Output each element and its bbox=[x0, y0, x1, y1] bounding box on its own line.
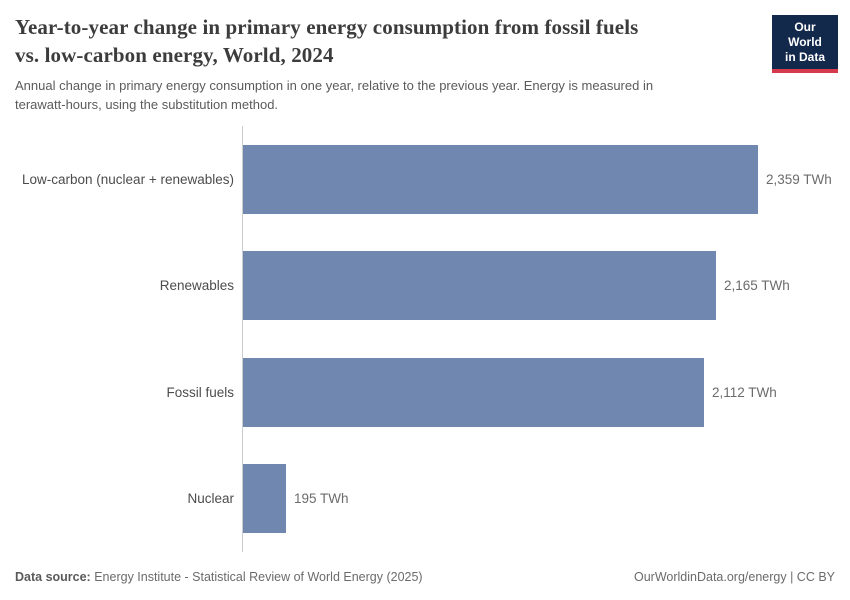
chart-subtitle-line-1: Annual change in primary energy consumpt… bbox=[15, 78, 654, 93]
owid-logo: Our World in Data bbox=[772, 15, 838, 73]
bar-row: Nuclear 195 TWh bbox=[0, 464, 850, 534]
bar[interactable] bbox=[243, 251, 716, 321]
category-label: Low-carbon (nuclear + renewables) bbox=[22, 172, 234, 187]
chart-title: Year-to-year change in primary energy co… bbox=[15, 14, 638, 69]
category-label: Fossil fuels bbox=[166, 384, 234, 400]
value-label: 2,165 TWh bbox=[724, 278, 790, 294]
chart-title-line-2: vs. low-carbon energy, World, 2024 bbox=[15, 42, 334, 67]
chart-subtitle-line-2: terawatt-hours, using the substitution m… bbox=[15, 96, 279, 112]
bar-row: Low-carbon (nuclear + renewables) 2,359 T… bbox=[0, 145, 850, 214]
attribution-note: OurWorldinData.org/energy | CC BY bbox=[633, 570, 835, 584]
owid-logo-text-line-1: Our World bbox=[788, 20, 822, 49]
y-axis-line bbox=[242, 126, 243, 552]
chart-subtitle: Annual change in primary energy consumpt… bbox=[15, 77, 653, 115]
bar[interactable] bbox=[243, 145, 758, 214]
chart-footer: Data source: Energy Institute - Statisti… bbox=[15, 570, 835, 584]
value-label: 195 TWh bbox=[294, 491, 349, 507]
bar[interactable] bbox=[243, 464, 286, 534]
data-source-value: Energy Institute - Statistical Review of… bbox=[90, 570, 423, 584]
bar-chart: Low-carbon (nuclear + renewables) 2,359 T… bbox=[0, 126, 850, 566]
data-source-label: Data source: bbox=[15, 570, 91, 584]
value-label: 2,359 TWh bbox=[766, 172, 832, 187]
bar[interactable] bbox=[243, 357, 704, 427]
chart-title-line-1: Year-to-year change in primary energy co… bbox=[15, 15, 639, 39]
category-label: Nuclear bbox=[187, 491, 234, 507]
category-label: Renewables bbox=[159, 278, 234, 294]
bar-row: Renewables 2,165 TWh bbox=[0, 251, 850, 321]
data-source-note: Data source: Energy Institute - Statisti… bbox=[15, 570, 423, 584]
bar-row: Fossil fuels 2,112 TWh bbox=[0, 357, 850, 427]
owid-logo-text-line-2: in Data bbox=[784, 50, 825, 64]
value-label: 2,112 TWh bbox=[712, 384, 777, 400]
